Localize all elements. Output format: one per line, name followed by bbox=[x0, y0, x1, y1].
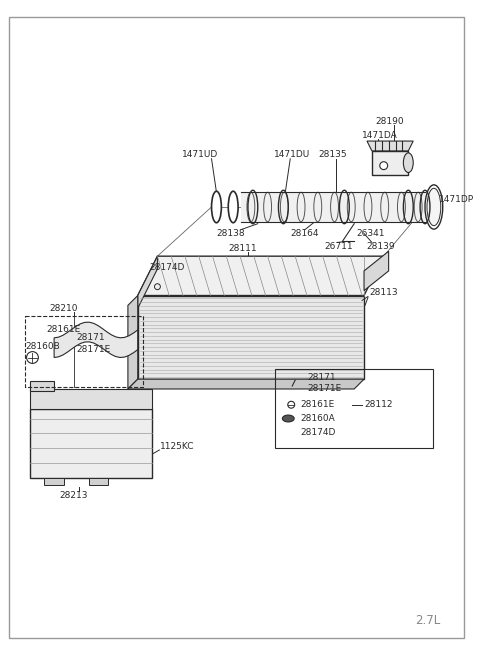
Polygon shape bbox=[367, 141, 413, 151]
Ellipse shape bbox=[26, 352, 38, 364]
Text: 26341: 26341 bbox=[356, 229, 384, 238]
Text: 28164: 28164 bbox=[290, 229, 319, 238]
Polygon shape bbox=[54, 322, 138, 358]
Text: 1125KC: 1125KC bbox=[160, 441, 195, 451]
Text: 28135: 28135 bbox=[319, 151, 348, 159]
Text: 28171E: 28171E bbox=[77, 345, 111, 354]
Polygon shape bbox=[44, 477, 64, 485]
Text: 28139: 28139 bbox=[366, 242, 395, 251]
Text: 28171: 28171 bbox=[307, 373, 336, 382]
Polygon shape bbox=[138, 295, 364, 379]
Text: 28138: 28138 bbox=[216, 229, 245, 238]
Text: 2.7L: 2.7L bbox=[416, 614, 441, 627]
Polygon shape bbox=[88, 477, 108, 485]
Text: 1471DU: 1471DU bbox=[274, 151, 310, 159]
Text: 28171: 28171 bbox=[77, 333, 106, 343]
Ellipse shape bbox=[288, 402, 295, 408]
Polygon shape bbox=[364, 252, 389, 291]
Polygon shape bbox=[138, 256, 384, 295]
Bar bbox=[24, 316, 143, 387]
Text: 28174D: 28174D bbox=[150, 263, 185, 272]
Polygon shape bbox=[138, 256, 157, 309]
Polygon shape bbox=[241, 192, 425, 222]
Text: 1471UD: 1471UD bbox=[182, 151, 218, 159]
Text: 28190: 28190 bbox=[376, 117, 405, 126]
Text: 28160B: 28160B bbox=[25, 342, 60, 351]
Text: 28112: 28112 bbox=[364, 400, 393, 409]
Ellipse shape bbox=[427, 188, 441, 226]
Bar bbox=[276, 369, 433, 448]
Text: 28161E: 28161E bbox=[300, 400, 335, 409]
Polygon shape bbox=[128, 379, 364, 389]
Text: 28171E: 28171E bbox=[307, 384, 341, 394]
Ellipse shape bbox=[282, 415, 294, 422]
Text: 28174D: 28174D bbox=[300, 428, 336, 437]
Text: 1471DA: 1471DA bbox=[362, 130, 398, 140]
Polygon shape bbox=[29, 389, 153, 409]
Text: 28210: 28210 bbox=[50, 304, 78, 313]
Text: 28160A: 28160A bbox=[300, 414, 335, 423]
Ellipse shape bbox=[212, 191, 221, 223]
Text: 28161E: 28161E bbox=[46, 326, 81, 335]
Text: 1471DP: 1471DP bbox=[439, 195, 474, 204]
Polygon shape bbox=[372, 151, 408, 174]
Text: 28213: 28213 bbox=[60, 491, 88, 500]
Text: 26711: 26711 bbox=[324, 242, 353, 251]
Ellipse shape bbox=[403, 153, 413, 172]
Ellipse shape bbox=[228, 191, 238, 223]
Polygon shape bbox=[128, 295, 138, 389]
Polygon shape bbox=[29, 409, 153, 477]
Ellipse shape bbox=[380, 162, 388, 170]
Ellipse shape bbox=[425, 185, 443, 229]
Text: 28111: 28111 bbox=[228, 244, 257, 253]
Polygon shape bbox=[29, 381, 54, 391]
Text: 28113: 28113 bbox=[369, 288, 397, 297]
